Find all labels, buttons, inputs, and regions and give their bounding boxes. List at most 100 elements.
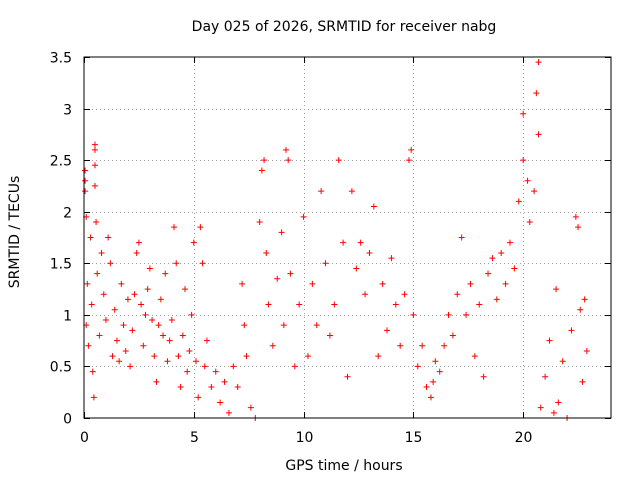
data-points <box>82 59 590 421</box>
x-tick-label: 20 <box>515 430 533 446</box>
data-point <box>515 198 522 205</box>
data-point <box>109 353 116 360</box>
data-point <box>151 353 158 360</box>
data-point <box>173 260 180 267</box>
y-tick-label: 1 <box>63 309 72 325</box>
data-point <box>261 157 268 164</box>
data-point <box>331 301 338 308</box>
data-point <box>203 337 210 344</box>
data-point <box>344 373 351 380</box>
data-point <box>256 219 263 226</box>
data-point <box>340 239 347 246</box>
y-tick-label: 0.5 <box>50 360 72 376</box>
y-tick-label: 2 <box>63 206 72 222</box>
data-point <box>116 358 123 365</box>
data-point <box>436 368 443 375</box>
y-tick-label: 1.5 <box>50 257 72 273</box>
data-point <box>553 286 560 293</box>
data-point <box>577 306 584 313</box>
data-point <box>370 203 377 210</box>
data-point <box>397 342 404 349</box>
data-point <box>247 404 254 411</box>
data-point <box>550 409 557 416</box>
data-point <box>408 146 415 153</box>
data-point <box>184 368 191 375</box>
data-point <box>575 224 582 231</box>
data-point <box>432 358 439 365</box>
data-point <box>375 353 382 360</box>
data-point <box>94 270 101 277</box>
data-point <box>133 249 140 256</box>
data-point <box>414 363 421 370</box>
data-point <box>221 378 228 385</box>
data-point <box>445 311 452 318</box>
data-point <box>353 265 360 272</box>
data-point <box>217 399 224 406</box>
data-point <box>188 311 195 318</box>
data-point <box>142 311 149 318</box>
y-tick-label: 2.5 <box>50 154 72 170</box>
data-point <box>162 270 169 277</box>
data-point <box>186 347 193 354</box>
data-point <box>124 296 131 303</box>
data-point <box>138 301 145 308</box>
data-point <box>131 291 138 298</box>
data-point <box>90 394 97 401</box>
data-point <box>127 363 134 370</box>
data-point <box>467 280 474 287</box>
data-point <box>309 280 316 287</box>
data-point <box>384 327 391 334</box>
axis-ticks: 0 5 10 15 20 0 0.5 1 1.5 2 2.5 3 3.5 <box>50 51 611 446</box>
data-point <box>197 224 204 231</box>
data-point <box>87 234 94 241</box>
data-point <box>230 363 237 370</box>
data-point <box>171 224 178 231</box>
data-point <box>107 260 114 267</box>
data-point <box>572 213 579 220</box>
x-tick-label: 15 <box>405 430 423 446</box>
data-point <box>542 373 549 380</box>
data-point <box>489 255 496 262</box>
data-point <box>506 239 513 246</box>
data-point <box>212 368 219 375</box>
data-point <box>568 327 575 334</box>
data-point <box>555 399 562 406</box>
data-point <box>166 337 173 344</box>
data-point <box>423 384 430 391</box>
data-point <box>322 260 329 267</box>
x-axis-label: GPS time / hours <box>285 458 402 474</box>
data-point <box>243 353 250 360</box>
data-point <box>164 358 171 365</box>
data-point <box>88 301 95 308</box>
data-point <box>291 363 298 370</box>
data-point <box>195 394 202 401</box>
data-point <box>149 317 156 324</box>
data-point <box>82 167 89 174</box>
data-point <box>579 378 586 385</box>
data-point <box>348 188 355 195</box>
data-point <box>93 219 100 226</box>
data-point <box>546 337 553 344</box>
data-point <box>401 291 408 298</box>
data-point <box>91 146 98 153</box>
y-tick-label: 3.5 <box>50 51 72 67</box>
x-tick-label: 0 <box>80 430 89 446</box>
data-point <box>269 342 276 349</box>
data-point <box>118 280 125 287</box>
data-point <box>113 337 120 344</box>
x-tick-label: 10 <box>296 430 314 446</box>
data-point <box>155 322 162 329</box>
data-point <box>285 157 292 164</box>
data-point <box>146 265 153 272</box>
data-point <box>300 213 307 220</box>
data-point <box>581 296 588 303</box>
data-point <box>520 110 527 117</box>
data-point <box>498 249 505 256</box>
data-point <box>471 353 478 360</box>
data-point <box>85 342 92 349</box>
data-point <box>441 342 448 349</box>
data-point <box>265 301 272 308</box>
data-point <box>98 249 105 256</box>
y-tick-label: 0 <box>63 412 72 428</box>
x-tick-label: 5 <box>190 430 199 446</box>
